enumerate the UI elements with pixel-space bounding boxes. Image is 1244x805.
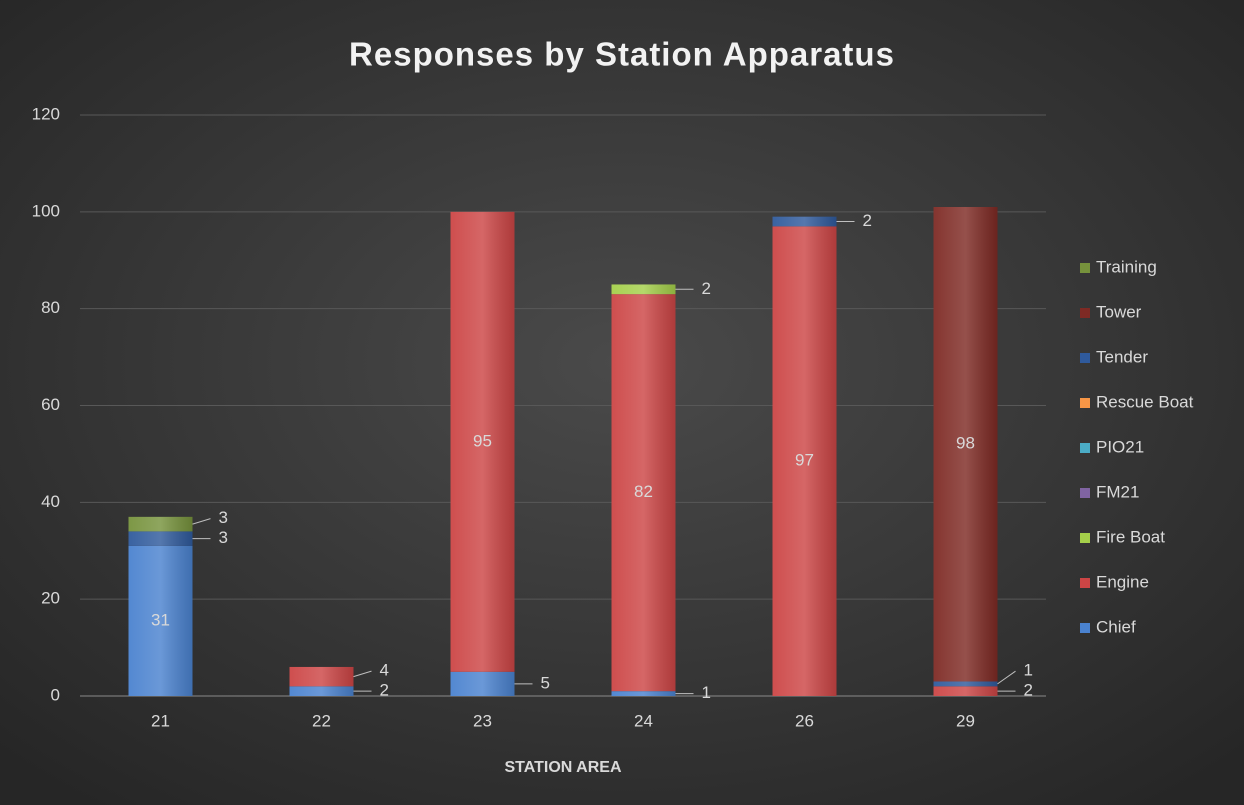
bar-shine <box>289 666 354 687</box>
y-tick-label: 20 <box>41 589 60 608</box>
x-tick-label: 24 <box>634 711 653 730</box>
bar-shine <box>450 671 515 696</box>
bar-shine <box>611 284 676 295</box>
legend-label: Chief <box>1096 617 1136 636</box>
y-tick-label: 80 <box>41 298 60 317</box>
data-label: 2 <box>863 211 872 230</box>
data-label: 3 <box>219 508 228 527</box>
y-tick-label: 40 <box>41 492 60 511</box>
bar-shine <box>772 216 837 227</box>
y-tick-label: 100 <box>32 201 60 220</box>
x-tick-label: 29 <box>956 711 975 730</box>
data-label: 1 <box>702 683 711 702</box>
legend-swatch <box>1080 578 1090 588</box>
data-label: 5 <box>541 673 550 692</box>
bar-shine <box>611 294 676 692</box>
y-tick-label: 0 <box>51 685 60 704</box>
data-label: 2 <box>1024 681 1033 700</box>
legend-label: Tender <box>1096 347 1148 366</box>
data-label: 3 <box>219 528 228 547</box>
legend-swatch <box>1080 488 1090 498</box>
legend-label: PIO21 <box>1096 437 1144 456</box>
legend-label: Engine <box>1096 572 1149 591</box>
x-axis-title: STATION AREA <box>504 759 621 776</box>
legend-swatch <box>1080 398 1090 408</box>
data-label: 82 <box>634 482 653 501</box>
x-tick-label: 21 <box>151 711 170 730</box>
bar-shine <box>128 531 193 546</box>
data-label: 1 <box>1024 661 1033 680</box>
legend-swatch <box>1080 623 1090 633</box>
legend-label: FM21 <box>1096 482 1139 501</box>
y-tick-label: 120 <box>32 104 60 123</box>
legend-swatch <box>1080 308 1090 318</box>
x-tick-label: 26 <box>795 711 814 730</box>
bar-shine <box>772 226 837 696</box>
bar-shine <box>933 206 998 682</box>
bar-shine <box>450 211 515 672</box>
x-tick-label: 22 <box>312 711 331 730</box>
data-label: 4 <box>380 661 389 680</box>
legend-swatch <box>1080 353 1090 363</box>
data-label: 98 <box>956 434 975 453</box>
y-tick-label: 60 <box>41 395 60 414</box>
data-label: 31 <box>151 610 170 629</box>
bar-shine <box>128 516 193 532</box>
data-label: 2 <box>380 681 389 700</box>
chart-title: Responses by Station Apparatus <box>349 36 895 73</box>
legend-swatch <box>1080 533 1090 543</box>
legend-swatch <box>1080 263 1090 273</box>
bar-shine <box>933 681 998 687</box>
data-label: 95 <box>473 431 492 450</box>
bar-shine <box>289 686 354 696</box>
bar-shine <box>611 691 676 696</box>
legend-label: Fire Boat <box>1096 527 1165 546</box>
leader-line <box>192 518 211 525</box>
data-label: 97 <box>795 451 814 470</box>
x-tick-label: 23 <box>473 711 492 730</box>
legend-label: Rescue Boat <box>1096 392 1194 411</box>
data-label: 2 <box>702 279 711 298</box>
legend-label: Training <box>1096 257 1157 276</box>
bar-shine <box>128 545 193 696</box>
legend-label: Tower <box>1096 302 1142 321</box>
bar-shine <box>933 686 998 696</box>
leader-line <box>997 670 1016 685</box>
leader-line <box>353 670 372 678</box>
legend-swatch <box>1080 443 1090 453</box>
